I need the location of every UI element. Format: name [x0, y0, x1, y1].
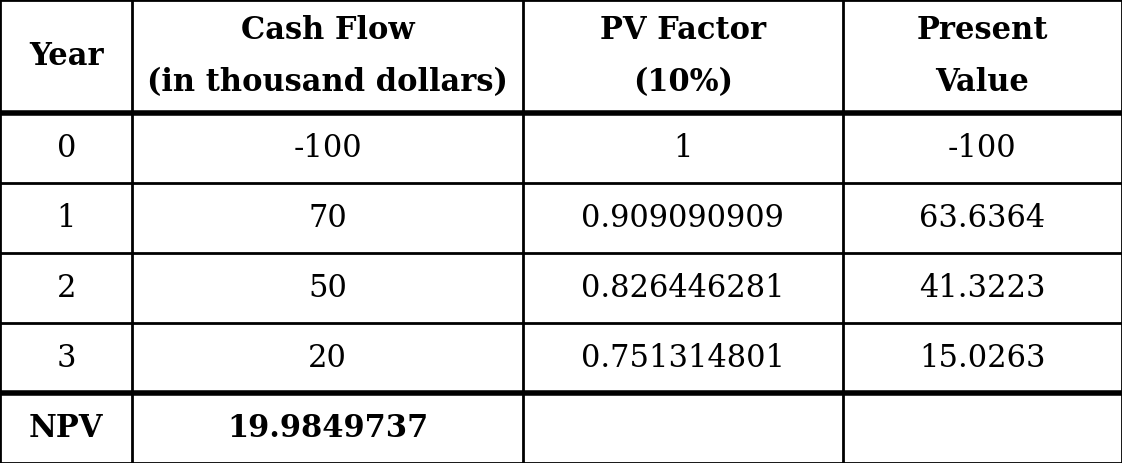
Text: 41.3223: 41.3223 [919, 273, 1046, 304]
Text: (10%): (10%) [633, 67, 733, 98]
Text: NPV: NPV [29, 413, 103, 444]
Text: 70: 70 [309, 203, 347, 234]
Text: 19.9849737: 19.9849737 [227, 413, 429, 444]
Text: 63.6364: 63.6364 [919, 203, 1046, 234]
Text: 2: 2 [56, 273, 76, 304]
Text: 50: 50 [309, 273, 347, 304]
Text: 1: 1 [56, 203, 76, 234]
Text: Present: Present [917, 15, 1048, 46]
Text: 0.909090909: 0.909090909 [581, 203, 784, 234]
Text: -100: -100 [293, 133, 362, 164]
Text: 0: 0 [56, 133, 76, 164]
Text: 20: 20 [309, 343, 347, 374]
Text: Cash Flow: Cash Flow [241, 15, 414, 46]
Text: (in thousand dollars): (in thousand dollars) [147, 67, 508, 98]
Text: -100: -100 [948, 133, 1017, 164]
Text: Value: Value [936, 67, 1029, 98]
Text: 15.0263: 15.0263 [919, 343, 1046, 374]
Text: 1: 1 [673, 133, 692, 164]
Text: 0.826446281: 0.826446281 [581, 273, 784, 304]
Text: 0.751314801: 0.751314801 [581, 343, 784, 374]
Text: Year: Year [29, 41, 103, 72]
Text: 3: 3 [56, 343, 76, 374]
Text: PV Factor: PV Factor [599, 15, 766, 46]
